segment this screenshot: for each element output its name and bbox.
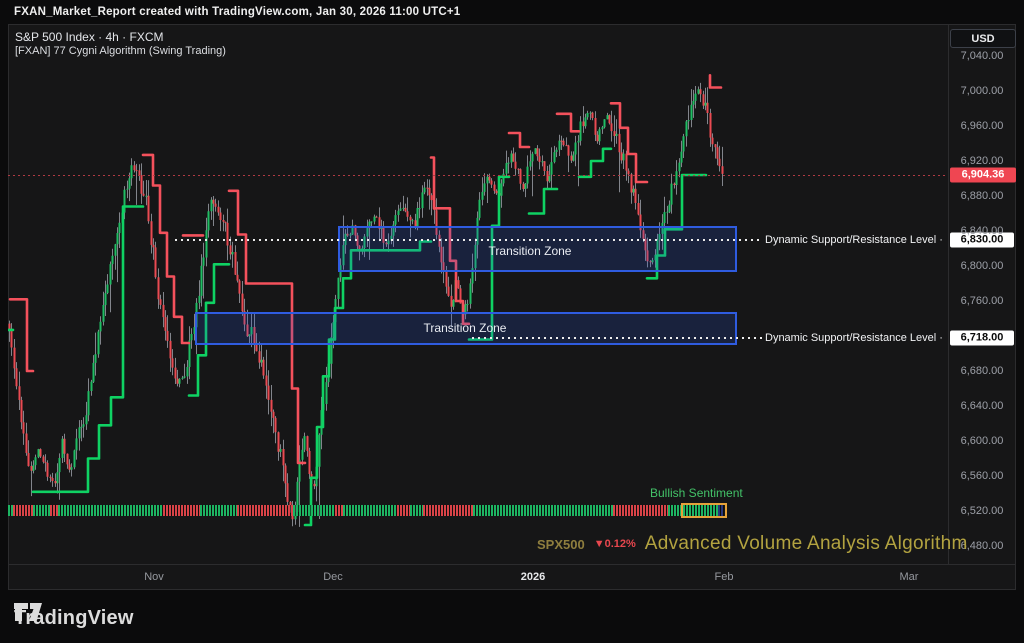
- price-axis-label: 6,800.00: [960, 260, 1004, 272]
- support-resistance-label: Dynamic Support/Resistance Level ·: [765, 331, 943, 344]
- sentiment-segment: [423, 505, 473, 516]
- price-axis-label: 6,680.00: [960, 365, 1004, 377]
- transition-zone: [195, 311, 737, 345]
- chart-frame: [8, 24, 1016, 590]
- time-axis-separator: [8, 564, 1016, 565]
- trend-line-down: [609, 102, 649, 184]
- watermark-row: SPX500 ▼0.12% Advanced Volume Analysis A…: [537, 533, 968, 555]
- sentiment-segment: [397, 505, 410, 516]
- support-resistance-label: Dynamic Support/Resistance Level ·: [765, 233, 943, 246]
- sentiment-segment: [473, 505, 613, 516]
- price-axis-label: 6,760.00: [960, 295, 1004, 307]
- trend-line-down: [141, 153, 191, 345]
- price-axis-label: 6,560.00: [960, 470, 1004, 482]
- sentiment-segment: [613, 505, 668, 516]
- time-axis-label: Feb: [714, 571, 734, 583]
- time-axis-label: Mar: [899, 571, 919, 583]
- tradingview-logo-icon: [14, 603, 42, 621]
- level-price-pill: 6,718.00: [950, 330, 1014, 346]
- tradingview-logo-text: TradingView: [14, 606, 134, 629]
- sentiment-segment: [668, 505, 718, 516]
- current-price-line: [8, 175, 948, 176]
- trend-line-down: [555, 112, 581, 133]
- sentiment-segment: [163, 505, 200, 516]
- algorithm-watermark: Advanced Volume Analysis Algorithm: [644, 533, 968, 554]
- sentiment-segment: [718, 505, 724, 516]
- price-axis-label: 6,600.00: [960, 435, 1004, 447]
- sentiment-segment: [237, 505, 293, 516]
- sentiment-highlight-box: [681, 503, 727, 518]
- sentiment-segment: [33, 505, 50, 516]
- trend-line-down: [708, 74, 723, 89]
- trend-line-up: [527, 187, 559, 215]
- trend-line-up: [645, 173, 708, 280]
- sentiment-segment: [8, 505, 13, 516]
- price-axis-label: 7,040.00: [960, 50, 1004, 62]
- price-axis-label: 7,000.00: [960, 85, 1004, 97]
- support-resistance-line: [175, 239, 762, 241]
- report-header: FXAN_Market_Report created with TradingV…: [14, 6, 461, 18]
- time-axis-label: Nov: [144, 571, 164, 583]
- price-axis-label: 6,840.00: [960, 225, 1004, 237]
- trend-line-down: [227, 189, 307, 465]
- sentiment-segment: [335, 505, 343, 516]
- current-price-pill: 6,904.36: [950, 167, 1016, 183]
- price-axis-label: 6,960.00: [960, 120, 1004, 132]
- sentiment-segment: [58, 505, 163, 516]
- price-axis-label: 6,640.00: [960, 400, 1004, 412]
- tradingview-logo[interactable]: TradingView: [14, 602, 134, 634]
- price-axis-label: 6,480.00: [960, 540, 1004, 552]
- price-axis-label: 6,520.00: [960, 505, 1004, 517]
- symbol-watermark: SPX500: [537, 536, 585, 552]
- transition-zone-label: Transition Zone: [423, 321, 507, 336]
- sentiment-segment: [410, 505, 423, 516]
- currency-button[interactable]: USD: [950, 29, 1016, 48]
- support-resistance-line: [472, 337, 762, 339]
- transition-zone: [338, 225, 737, 273]
- sentiment-segment: [50, 505, 58, 516]
- trend-line-up: [303, 240, 433, 527]
- trend-line-down: [507, 131, 531, 149]
- sentiment-segment: [13, 505, 33, 516]
- time-axis-label: 2026: [520, 571, 546, 583]
- price-axis-label: 6,880.00: [960, 190, 1004, 202]
- symbol-legend[interactable]: S&P 500 Index · 4h · FXCM: [15, 30, 164, 44]
- transition-zone-label: Transition Zone: [488, 243, 572, 258]
- trend-line-up: [187, 263, 231, 397]
- time-axis-label: Dec: [323, 571, 343, 583]
- sentiment-segment: [343, 505, 397, 516]
- indicator-legend[interactable]: [FXAN] 77 Cygni Algorithm (Swing Trading…: [15, 45, 226, 57]
- sentiment-segment: [200, 505, 237, 516]
- sentiment-segment: [293, 505, 335, 516]
- trend-line-up: [577, 147, 613, 179]
- level-price-pill: 6,830.00: [950, 232, 1014, 248]
- price-axis-separator: [948, 24, 949, 565]
- trend-line-down: [8, 298, 35, 373]
- trend-line-up: [31, 205, 145, 494]
- change-badge: ▼0.12%: [593, 538, 636, 550]
- sentiment-label: Bullish Sentiment: [650, 486, 743, 500]
- price-axis-label: 6,920.00: [960, 155, 1004, 167]
